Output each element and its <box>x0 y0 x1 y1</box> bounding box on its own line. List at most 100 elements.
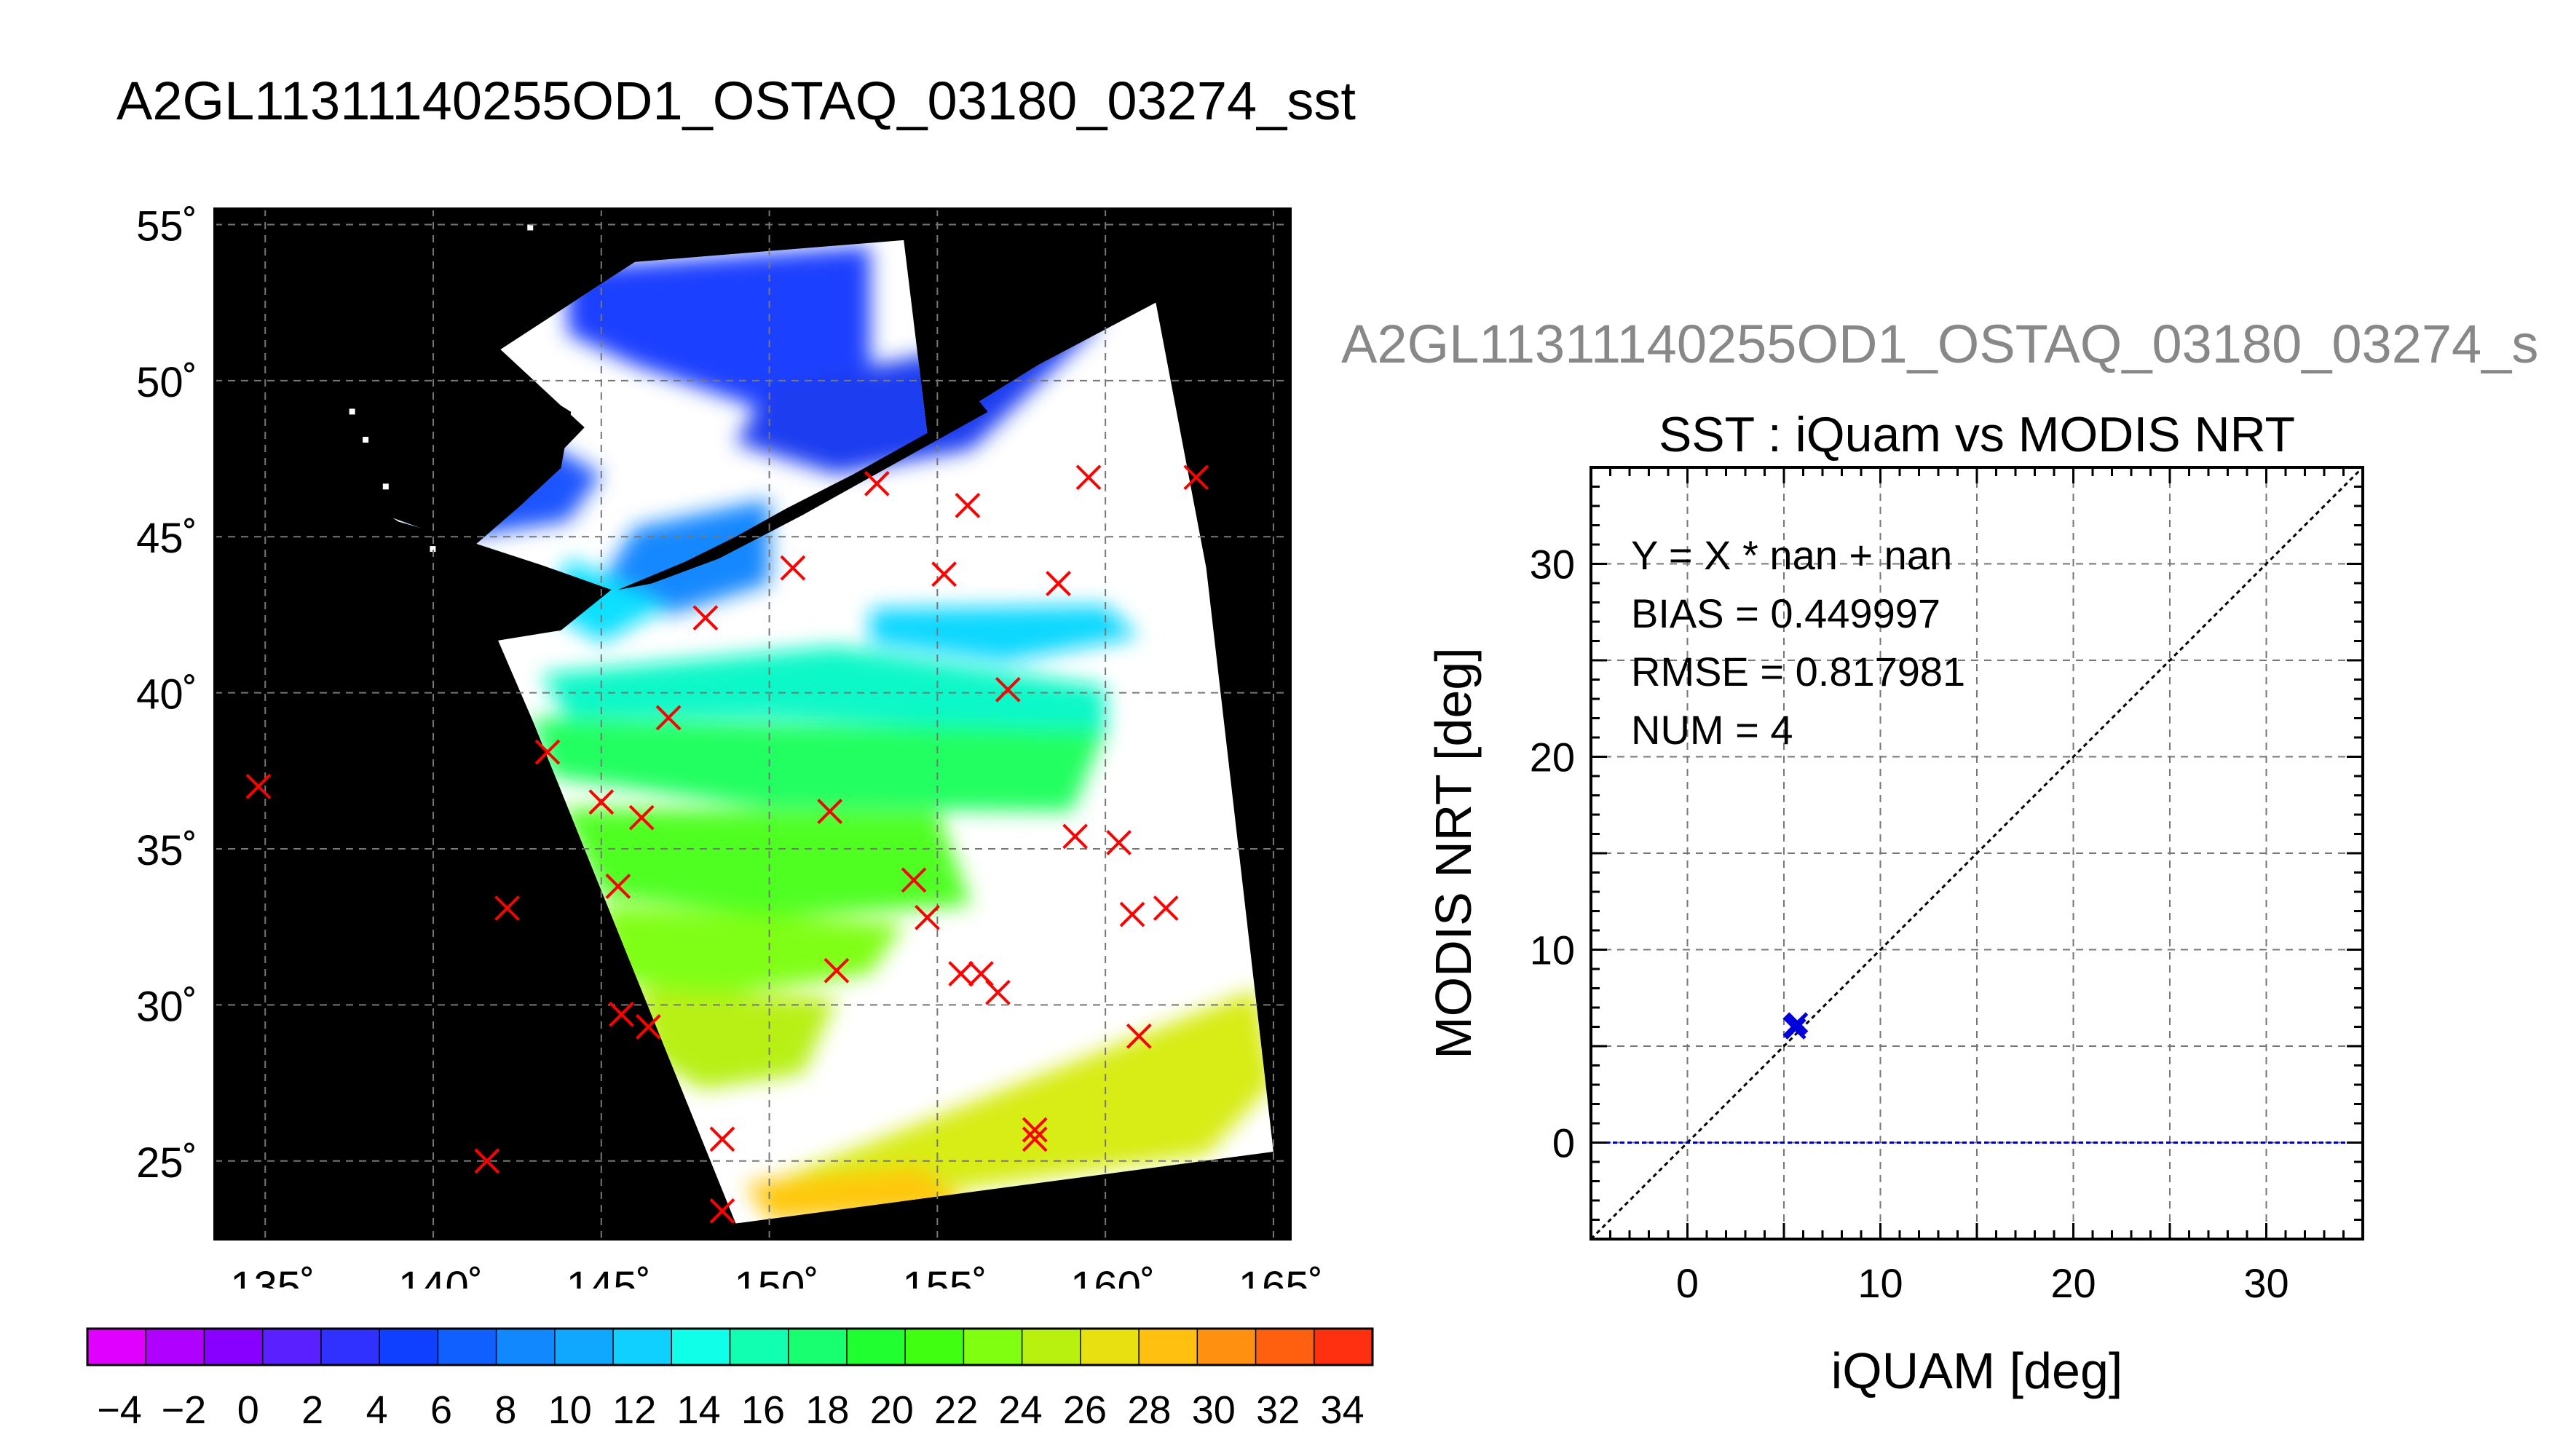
colorbar-swatch <box>320 1329 380 1365</box>
station-marker <box>1075 464 1102 491</box>
colorbar-swatch <box>1255 1329 1315 1365</box>
station-marker <box>245 773 272 799</box>
colorbar-swatch <box>87 1329 146 1365</box>
y-tick-label: 0 <box>1552 1120 1575 1166</box>
colorbar-swatch <box>1139 1329 1198 1365</box>
colorbar-swatch <box>1197 1329 1257 1365</box>
y-tick-label: 30 <box>1530 542 1575 587</box>
station-marker <box>1153 895 1179 921</box>
colorbar-label: 6 <box>430 1388 452 1432</box>
colorbar-label: 34 <box>1321 1388 1365 1432</box>
colorbar-label: 14 <box>677 1388 721 1432</box>
scatter-point <box>1786 1012 1809 1034</box>
colorbar-swatch <box>671 1329 730 1365</box>
station-marker <box>955 492 981 518</box>
station-marker <box>605 874 631 899</box>
x-axis-label: iQUAM [deg] <box>1831 1342 2123 1399</box>
sst-map: 55˚ 50˚ 45˚ 40˚ 35˚ 30˚ 25˚ 135˚ 140˚ 145˚ 150˚ 155… <box>136 202 1323 1289</box>
colorbar-swatch <box>204 1329 264 1365</box>
sst-color-zones <box>399 246 1273 1221</box>
colorbar-label: −4 <box>97 1388 142 1432</box>
station-marker <box>901 867 927 893</box>
colorbar-label: 12 <box>612 1388 656 1432</box>
colorbar-label: 24 <box>999 1388 1043 1432</box>
colorbar-label: 28 <box>1127 1388 1171 1432</box>
colorbar-label: 4 <box>366 1388 388 1432</box>
identity-line <box>1590 466 2364 1241</box>
colorbar-label: 18 <box>805 1388 849 1432</box>
station-marker <box>817 799 843 824</box>
colorbar-swatch <box>846 1329 906 1365</box>
station-marker <box>692 605 719 631</box>
station-marker <box>474 1148 500 1174</box>
station-marker <box>655 705 682 731</box>
station-marker <box>1062 823 1089 850</box>
colorbar-swatch <box>963 1329 1023 1365</box>
x-tick-label: 10 <box>1857 1260 1903 1306</box>
lon-tick-label: 155˚ <box>902 1263 987 1289</box>
lon-tick-label: 145˚ <box>566 1263 651 1289</box>
station-marker <box>931 561 957 587</box>
colorbar-label: 16 <box>741 1388 785 1432</box>
lat-tick-label: 25˚ <box>136 1139 197 1187</box>
lat-tick-label: 30˚ <box>136 983 197 1030</box>
station-marker <box>1046 571 1071 596</box>
station-marker <box>780 555 806 581</box>
lat-tick-label: 35˚ <box>136 827 197 874</box>
station-marker <box>864 470 890 496</box>
stats-line: RMSE = 0.817981 <box>1631 649 1965 695</box>
colorbar-label: 0 <box>237 1388 259 1432</box>
station-marker <box>709 1198 735 1224</box>
lon-tick-label: 140˚ <box>398 1263 483 1289</box>
station-marker <box>915 904 940 930</box>
colorbar-label: 10 <box>548 1388 592 1432</box>
map-frame <box>213 207 1292 1241</box>
colorbar-label: −2 <box>162 1388 207 1432</box>
station-marker <box>609 1001 634 1027</box>
colorbar-label: 8 <box>494 1388 516 1432</box>
station-marker <box>1119 901 1145 927</box>
lon-tick-label: 165˚ <box>1239 1263 1323 1289</box>
stats-line: Y = X * nan + nan <box>1631 532 1952 578</box>
colorbar-label: 32 <box>1256 1388 1300 1432</box>
scatter-title: SST : iQuam vs MODIS NRT <box>1659 407 2295 462</box>
colorbar-swatch <box>554 1329 614 1365</box>
colorbar-label: 30 <box>1192 1388 1236 1432</box>
y-axis-label: MODIS NRT [deg] <box>1425 647 1482 1059</box>
lon-tick-label: 150˚ <box>735 1263 819 1289</box>
station-marker <box>1183 464 1209 491</box>
station-marker <box>709 1126 735 1152</box>
station-marker <box>824 957 850 984</box>
land-mask <box>215 209 1220 865</box>
station-marker <box>1022 1126 1048 1152</box>
station-marker <box>948 961 974 986</box>
station-marker <box>1106 830 1132 855</box>
stats-line: NUM = 4 <box>1631 707 1793 753</box>
colorbar-label: 20 <box>870 1388 914 1432</box>
lon-tick-label: 135˚ <box>230 1263 315 1289</box>
stats-line: BIAS = 0.449997 <box>1631 590 1940 636</box>
colorbar-frame <box>86 1327 1374 1366</box>
scatter-filename-title: A2GL11311140255OD1_OSTAQ_03180_03274_s <box>1341 314 2539 374</box>
colorbar-swatch <box>496 1329 556 1365</box>
lon-tick-label: 160˚ <box>1070 1263 1155 1289</box>
station-marker <box>534 739 561 765</box>
colorbar-swatch <box>788 1329 848 1365</box>
colorbar-swatch <box>730 1329 789 1365</box>
lat-tick-label: 45˚ <box>136 515 197 562</box>
station-marker <box>1022 1117 1048 1143</box>
station-marker <box>628 804 655 831</box>
colorbar-label: 22 <box>934 1388 978 1432</box>
colorbar-swatch <box>146 1329 205 1365</box>
y-tick-label: 20 <box>1530 735 1575 780</box>
colorbar-swatch <box>1022 1329 1081 1365</box>
color-bar: −4 −2 0 2 4 6 8 10 12 14 16 18 20 22 24 26 28 30 32 34 <box>86 1327 1374 1432</box>
colorbar-label: 26 <box>1063 1388 1107 1432</box>
lat-tick-label: 50˚ <box>136 359 197 406</box>
lat-tick-label: 55˚ <box>136 202 197 250</box>
colorbar-label: 2 <box>301 1388 323 1432</box>
scatter-plot: SST : iQuam vs MODIS NRT 0 10 20 30 0 10 20 30 iQ… <box>1425 407 2364 1399</box>
colorbar-swatch <box>905 1329 964 1365</box>
colorbar-swatch <box>1314 1329 1373 1365</box>
main-title: A2GL11311140255OD1_OSTAQ_03180_03274_sst <box>117 71 1356 131</box>
